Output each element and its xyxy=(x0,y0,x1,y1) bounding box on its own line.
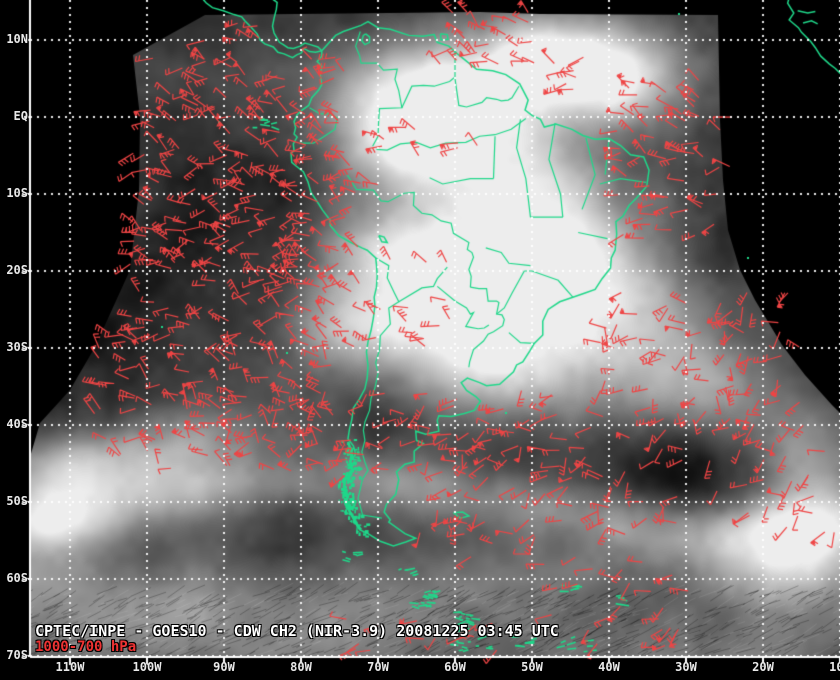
lon-tick-label: 90W xyxy=(213,660,235,674)
product-title: CPTEC/INPE - GOES10 - CDW CH2 (NIR-3.9) … xyxy=(35,622,559,640)
lon-tick-label: 110W xyxy=(55,660,85,674)
lat-tick-label: 50S xyxy=(6,494,28,508)
lat-tick-label: 70S xyxy=(6,648,28,662)
lat-tick-label: 40S xyxy=(6,417,28,431)
lat-tick-label: 10S xyxy=(6,186,28,200)
lon-tick-label: 70W xyxy=(367,660,389,674)
lon-tick-label: 100W xyxy=(132,660,162,674)
lat-tick-label: 60S xyxy=(6,571,28,585)
lat-tick-label: 20S xyxy=(6,263,28,277)
lat-tick-label: EQ xyxy=(13,109,28,123)
lon-tick-label: 20W xyxy=(752,660,774,674)
lat-tick-label: 30S xyxy=(6,340,28,354)
lon-tick-label: 40W xyxy=(598,660,620,674)
lon-tick-label: 30W xyxy=(675,660,697,674)
lat-tick-label: 10N xyxy=(6,32,28,46)
pressure-range-label: 1000-700 hPa xyxy=(35,639,137,655)
lon-tick-label: 50W xyxy=(521,660,543,674)
lon-tick-label: 80W xyxy=(290,660,312,674)
lon-tick-label: 10W xyxy=(829,660,840,674)
lon-tick-label: 60W xyxy=(444,660,466,674)
